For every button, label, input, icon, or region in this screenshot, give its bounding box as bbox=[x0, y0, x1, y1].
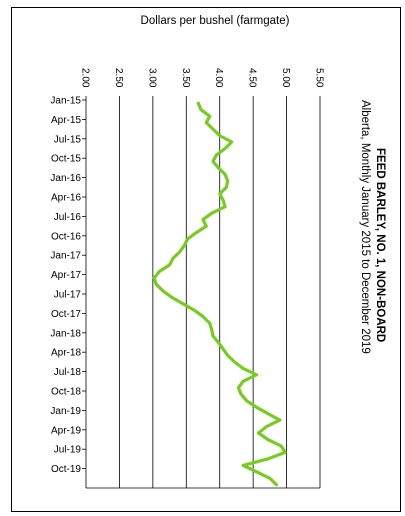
value-tick-label-7: 5.50 bbox=[314, 68, 325, 88]
date-tick-label-0: Jan-15 bbox=[50, 96, 81, 107]
chart-subtitle: Alberta, Monthly January 2015 to Decembe… bbox=[359, 100, 371, 354]
date-tick-label-18: Jul-19 bbox=[54, 445, 82, 456]
date-tick-label-4: Jan-16 bbox=[50, 173, 81, 184]
plot-area: 2.00 2.50 3.00 3.50 4.00 4.50 5.00 5.50 Jan-15 Ap… bbox=[50, 68, 325, 489]
date-tick-label-17: Apr-19 bbox=[51, 425, 81, 436]
date-tick-label-14: Jul-18 bbox=[54, 367, 82, 378]
date-tick-label-3: Oct-15 bbox=[51, 154, 81, 165]
value-tick-label-0: 2.00 bbox=[80, 68, 91, 88]
value-tick-label-4: 4.00 bbox=[213, 68, 224, 88]
chart-title: FEED BARLEY, NO. 1, NON-BOARD bbox=[374, 148, 386, 342]
value-tick-label-2: 3.00 bbox=[146, 68, 157, 88]
date-tick-label-12: Jan-18 bbox=[50, 328, 81, 339]
date-tick-label-6: Jul-16 bbox=[54, 212, 82, 223]
date-tick-label-7: Oct-16 bbox=[51, 231, 81, 242]
value-tick-label-5: 4.50 bbox=[247, 68, 258, 88]
date-tick-label-11: Oct-17 bbox=[51, 309, 81, 320]
series-line-0 bbox=[152, 101, 287, 487]
date-tick-label-13: Apr-18 bbox=[51, 348, 81, 359]
date-tick-label-15: Oct-18 bbox=[51, 387, 81, 398]
date-tick-label-16: Jan-19 bbox=[50, 406, 81, 417]
date-tick-label-19: Oct-19 bbox=[51, 464, 81, 475]
date-tick-label-5: Apr-16 bbox=[51, 193, 81, 204]
date-tick-label-10: Jul-17 bbox=[54, 290, 82, 301]
date-tick-label-1: Apr-15 bbox=[51, 115, 81, 126]
date-tick-label-8: Jan-17 bbox=[50, 251, 81, 262]
value-tick-label-1: 2.50 bbox=[113, 68, 124, 88]
value-tick-label-3: 3.50 bbox=[180, 68, 191, 88]
chart-frame bbox=[11, 7, 401, 512]
value-tick-label-6: 5.00 bbox=[280, 68, 291, 88]
date-tick-label-2: Jul-15 bbox=[54, 134, 82, 145]
value-axis-label: Dollars per bushel (farmgate) bbox=[141, 15, 290, 27]
date-tick-label-9: Apr-17 bbox=[51, 270, 81, 281]
